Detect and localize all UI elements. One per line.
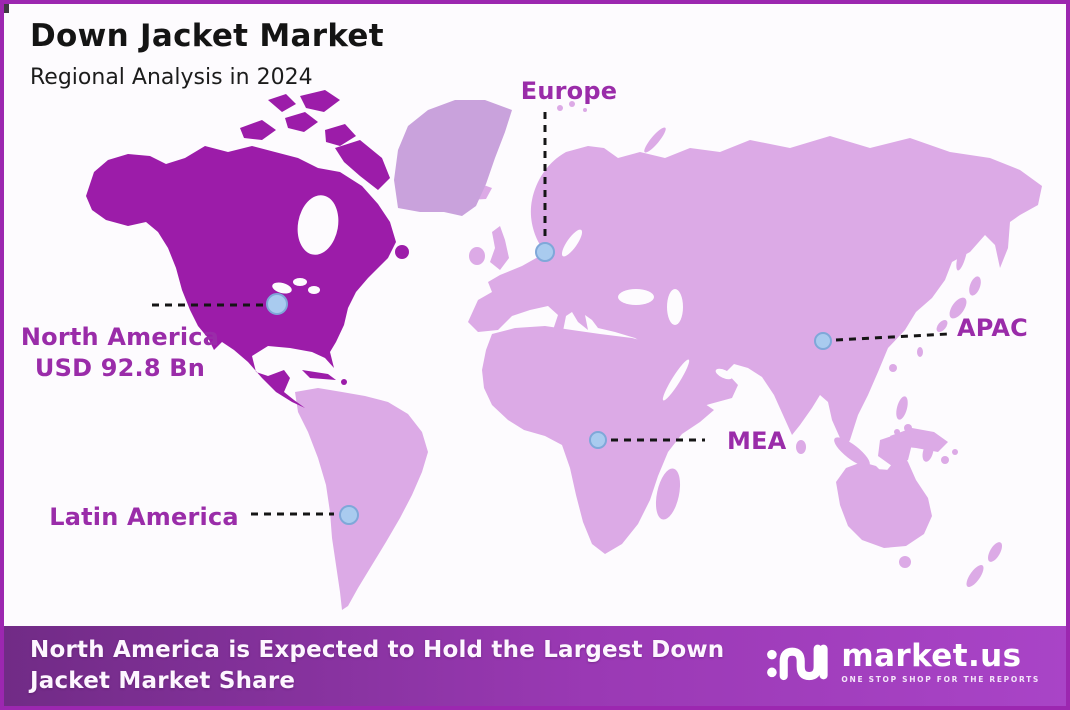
great-lake-1 — [272, 282, 292, 294]
svalbard-1 — [557, 105, 563, 111]
north-america-label-name: North America — [20, 323, 220, 351]
tasmania-island — [899, 556, 911, 568]
taiwan-island — [917, 347, 923, 357]
philippines-luzon — [896, 396, 908, 420]
uk-island — [490, 226, 509, 270]
cuba-island — [302, 370, 336, 380]
water-overlays — [272, 195, 733, 401]
footer-note-line2: Jacket Market Share — [30, 668, 296, 694]
newfoundland-island — [395, 245, 409, 259]
mea-marker — [589, 431, 607, 449]
brand-logo: market.us ONE STOP SHOP FOR THE REPORTS — [766, 635, 1040, 689]
latin-america-marker — [339, 505, 359, 525]
indonesia-east-1 — [941, 456, 949, 464]
japan-hokkaido — [969, 276, 981, 296]
ireland-island — [469, 247, 485, 265]
great-lake-3 — [308, 286, 320, 294]
new-zealand-north — [988, 542, 1002, 562]
header: Down Jacket Market Regional Analysis in … — [30, 18, 384, 90]
australia-landmass — [836, 450, 932, 548]
indonesia-east-2 — [952, 449, 958, 455]
apac-label: APAC — [957, 314, 1028, 342]
arctic-island-4 — [268, 94, 296, 112]
region-markers — [266, 242, 832, 525]
brand-text: market.us ONE STOP SHOP FOR THE REPORTS — [841, 640, 1040, 684]
new-zealand-south — [966, 564, 984, 588]
page-title: Down Jacket Market — [30, 18, 384, 54]
europe-label: Europe — [520, 77, 618, 105]
madagascar-island — [655, 468, 681, 520]
europe-marker — [535, 242, 555, 262]
footer-note-line1: North America is Expected to Hold the La… — [30, 637, 725, 663]
baffin-island — [335, 140, 390, 190]
great-lake-2 — [293, 278, 307, 286]
apac-marker — [814, 332, 832, 350]
eurasia-landmass — [468, 136, 1042, 452]
japan-kyushu — [936, 320, 948, 332]
footer-banner: North America is Expected to Hold the La… — [4, 626, 1066, 706]
baltic-sea — [561, 229, 583, 257]
brand-name: market.us — [841, 638, 1022, 674]
svalbard-2 — [569, 101, 575, 107]
apac-leader-line — [835, 332, 949, 342]
caspian-sea — [667, 289, 683, 325]
north-america-label: North America USD 92.8 Bn — [14, 322, 226, 384]
north-america-marker — [266, 293, 288, 315]
japan-honshu — [949, 297, 967, 319]
black-sea — [618, 289, 654, 305]
new-guinea-island — [890, 428, 948, 452]
sri-lanka-island — [796, 440, 806, 454]
marketus-logo-icon — [767, 644, 829, 681]
page-subtitle: Regional Analysis in 2024 — [30, 65, 313, 90]
ellesmere-island — [300, 90, 340, 112]
persian-gulf — [715, 368, 733, 380]
hispaniola-island — [341, 379, 347, 385]
north-america-label-value: USD 92.8 Bn — [34, 354, 206, 382]
latin-america-label: Latin America — [49, 503, 239, 531]
arctic-island-3 — [325, 124, 356, 146]
leader-lines — [152, 112, 949, 516]
mea-label: MEA — [727, 427, 787, 455]
sakhalin-island — [956, 239, 968, 271]
arctic-island-1 — [240, 120, 276, 140]
novaya-zemlya — [644, 127, 666, 153]
hainan-island — [889, 364, 897, 372]
sumatra-island — [834, 437, 870, 467]
red-sea — [662, 359, 690, 401]
footer-note: North America is Expected to Hold the La… — [4, 635, 724, 697]
brand-tagline: ONE STOP SHOP FOR THE REPORTS — [841, 675, 1040, 684]
south-america-landmass — [295, 388, 428, 610]
greenland-landmass — [394, 100, 512, 216]
arctic-island-2 — [285, 112, 318, 132]
hudson-bay — [297, 195, 339, 255]
screen-corner-artifact — [4, 4, 9, 13]
svalbard-3 — [583, 108, 587, 112]
java-island — [870, 469, 906, 479]
